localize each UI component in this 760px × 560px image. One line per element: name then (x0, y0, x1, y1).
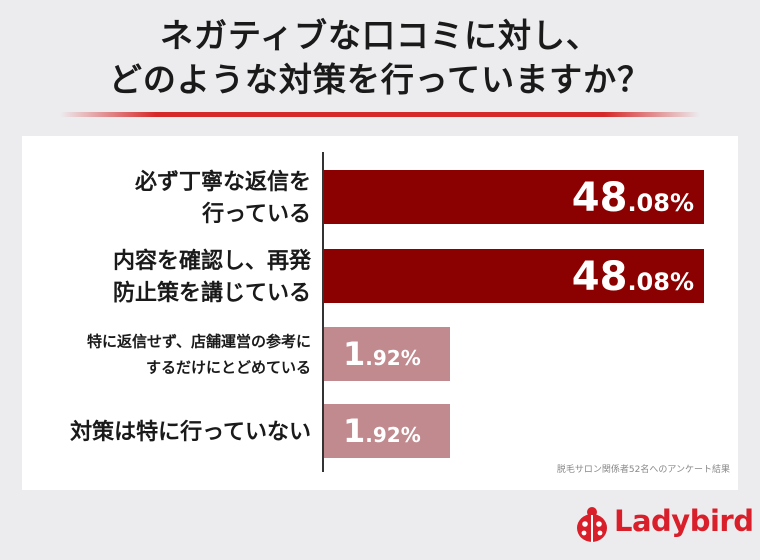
source-note: 脱毛サロン関係者52名へのアンケート結果 (556, 465, 730, 475)
brand-logo: Ladybird (572, 504, 754, 544)
bar-value-label-3: 1.92% (343, 335, 421, 373)
category-label-4: 対策は特に行っていない (70, 419, 311, 445)
bar-3 (324, 327, 450, 381)
chart-title: ネガティブな口コミに対し、 どのような対策を行っていますか？ (0, 14, 760, 102)
bar-2 (324, 249, 704, 303)
title-line-2: どのような対策を行っていますか？ (108, 60, 652, 99)
bar-value-label-4: 1.92% (343, 412, 421, 450)
logo-text: Ladybird (614, 504, 754, 538)
bar-value-label-2: 48.08% (572, 254, 694, 300)
bar-4 (324, 404, 450, 458)
bar-value-label-1: 48.08% (572, 175, 694, 221)
title-underline (60, 112, 700, 117)
title-line-1: ネガティブな口コミに対し、 (159, 16, 601, 55)
category-label-1: 必ず丁寧な返信を行っている (135, 169, 311, 227)
category-label-3: 特に返信せず、店舗運営の参考にするだけにとどめている (87, 332, 311, 376)
bar-1 (324, 170, 704, 224)
category-label-2: 内容を確認し、再発防止策を講じている (113, 248, 312, 306)
ladybug-icon (577, 507, 607, 542)
